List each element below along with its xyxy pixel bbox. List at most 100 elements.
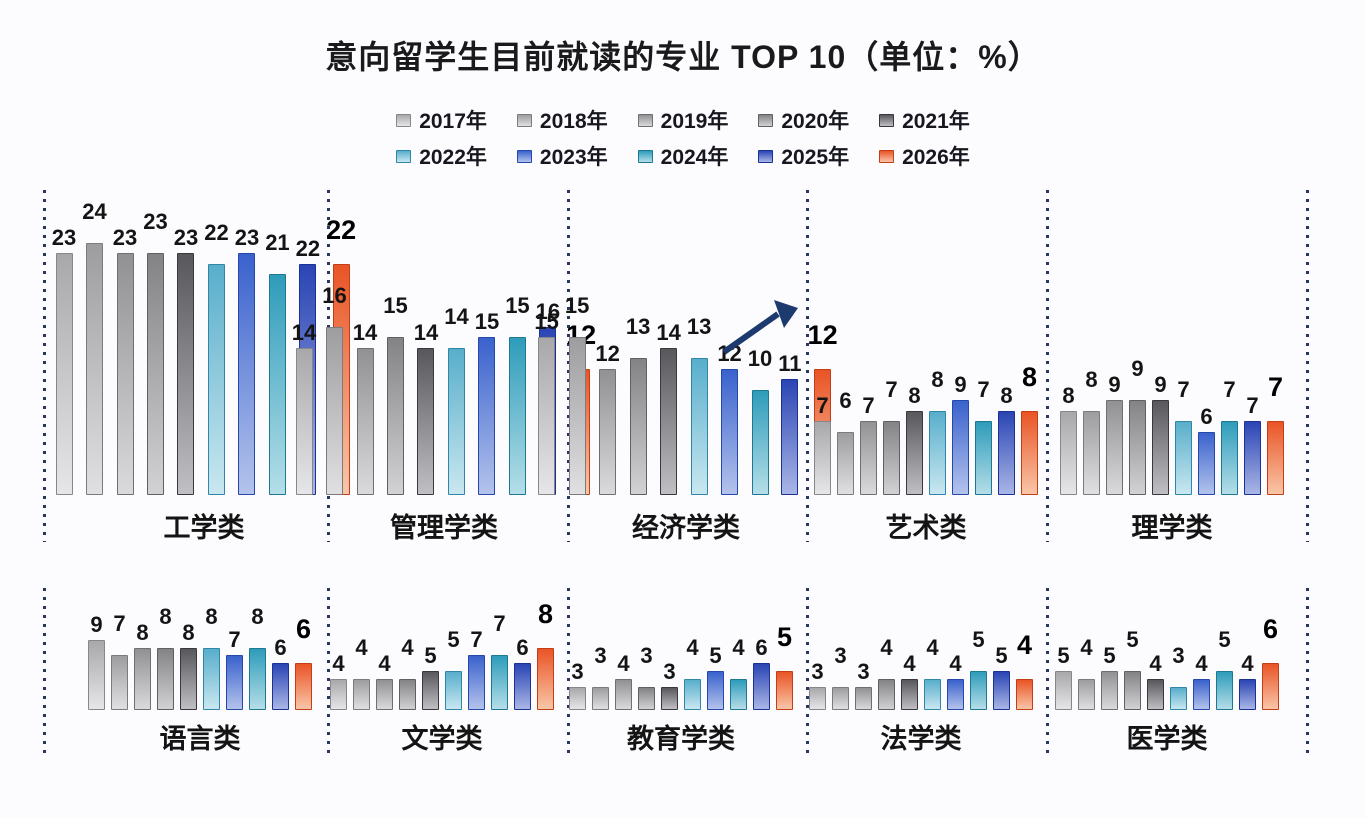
bar-cell: 4 xyxy=(615,653,632,710)
bar-value-label: 8 xyxy=(537,599,554,629)
bar-value-label: 9 xyxy=(1154,372,1167,397)
legend-label: 2017年 xyxy=(419,110,487,133)
bar-cell: 15 xyxy=(505,295,530,495)
group-separator xyxy=(806,190,809,542)
bar-cell: 13 xyxy=(626,316,650,495)
legend-swatch-icon xyxy=(516,113,532,127)
legend-item-2025年: 2025年 xyxy=(758,141,849,171)
bar-value-label: 7 xyxy=(470,627,483,652)
bar-2022年 xyxy=(203,648,220,710)
bar-2020年 xyxy=(157,648,174,710)
bar-value-label: 5 xyxy=(776,622,793,652)
bar-cell: 7 xyxy=(1267,374,1284,495)
bar-2020年 xyxy=(1124,671,1141,710)
bar-value-label: 6 xyxy=(295,614,312,644)
bar-2025年 xyxy=(998,411,1015,495)
bar-value-label: 4 xyxy=(1195,651,1208,676)
group-separator xyxy=(806,588,809,753)
bar-value-label: 3 xyxy=(857,659,870,684)
bar-cell: 9 xyxy=(1152,374,1169,495)
bar-group-医学类: 5 4 5 5 4 3 4 5 4 6 医学类 xyxy=(1047,588,1287,756)
bar-2022年 xyxy=(690,358,708,495)
bar-cell: 15 xyxy=(534,311,559,495)
bar-value-label: 8 xyxy=(931,367,944,392)
bar-value-label: 7 xyxy=(1177,377,1190,402)
bar-2017年 xyxy=(295,348,313,495)
bar-2023年 xyxy=(947,679,964,710)
bar-value-label: 24 xyxy=(82,199,107,224)
bar-value-label: 5 xyxy=(1126,627,1139,652)
bar-group-理学类: 8 8 9 9 9 7 6 7 7 7 理学类 xyxy=(1052,190,1292,545)
bar-2021年 xyxy=(417,348,435,495)
bar-2018年 xyxy=(1078,679,1095,710)
bar-cell: 5 xyxy=(707,645,724,710)
bar-value-label: 4 xyxy=(355,635,368,660)
legend-item-2024年: 2024年 xyxy=(637,141,729,171)
bar-value-label: 6 xyxy=(1200,404,1213,429)
bar-cell: 7 xyxy=(1244,395,1261,495)
bar-2018年 xyxy=(326,327,344,495)
bar-2024年 xyxy=(508,337,526,495)
bar-cell: 5 xyxy=(1055,645,1072,710)
bar-2025年 xyxy=(514,663,531,710)
legend-swatch-icon xyxy=(396,113,412,127)
group-separator xyxy=(1306,190,1309,542)
bar-value-label: 22 xyxy=(295,236,321,261)
bar-value-label: 14 xyxy=(656,320,681,345)
bar-value-label: 14 xyxy=(291,320,317,345)
bar-cell: 3 xyxy=(638,645,655,710)
bar-cell: 4 xyxy=(1147,653,1164,710)
bar-cell: 5 xyxy=(776,624,793,710)
bar-value-label: 23 xyxy=(173,225,199,250)
legend-label: 2024年 xyxy=(660,146,729,169)
bar-group-经济学类: 15 15 12 13 14 13 12 10 11 12 经济学类 xyxy=(534,190,837,545)
legend-label: 2025年 xyxy=(781,146,850,169)
legend-swatch-icon xyxy=(516,149,532,163)
bar-value-label: 5 xyxy=(447,627,460,652)
category-label: 管理学类 xyxy=(390,513,498,543)
bar-2018年 xyxy=(1083,411,1100,495)
bar-2018年 xyxy=(837,432,854,495)
bar-2019年 xyxy=(1106,400,1123,495)
bar-value-label: 8 xyxy=(182,620,195,645)
legend-item-2022年: 2022年 xyxy=(396,141,487,171)
bar-2020年 xyxy=(629,358,647,495)
legend-item-2018年: 2018年 xyxy=(516,105,608,135)
bar-2024年 xyxy=(1221,421,1238,495)
bar-value-label: 7 xyxy=(885,377,898,402)
bar-cell: 4 xyxy=(947,653,964,710)
bar-2019年 xyxy=(356,348,374,495)
bar-cell: 8 xyxy=(157,606,174,710)
bar-cell: 8 xyxy=(249,606,266,710)
bar-2024年 xyxy=(975,421,992,495)
bar-cell: 23 xyxy=(235,227,259,495)
bar-2018年 xyxy=(111,655,128,710)
legend-item-2019年: 2019年 xyxy=(637,105,728,135)
bar-2024年 xyxy=(970,671,987,710)
bar-cell: 6 xyxy=(272,637,289,710)
legend-label: 2021年 xyxy=(902,110,970,133)
legend-row-1: 2017年 2018年 2019年 2020年 2021年 xyxy=(396,105,970,135)
bar-value-label: 6 xyxy=(839,388,852,413)
bar-cell: 5 xyxy=(1101,645,1118,710)
bar-value-label: 7 xyxy=(1267,372,1284,402)
bar-2025年 xyxy=(272,663,289,710)
group-separator xyxy=(567,588,570,753)
category-label: 语言类 xyxy=(159,724,241,754)
bar-2022年 xyxy=(929,411,946,495)
bar-value-label: 6 xyxy=(1262,614,1279,644)
bar-2018年 xyxy=(592,687,609,710)
bar-value-label: 4 xyxy=(926,635,939,660)
legend-item-2026年: 2026年 xyxy=(879,141,970,171)
bar-value-label: 8 xyxy=(136,620,149,645)
legend-swatch-icon xyxy=(396,149,412,163)
bar-cell: 8 xyxy=(1060,385,1077,495)
bar-value-label: 7 xyxy=(1223,377,1236,402)
bar-value-label: 4 xyxy=(732,635,745,660)
legend-swatch-icon xyxy=(758,113,774,127)
bar-2026年 xyxy=(776,671,793,710)
